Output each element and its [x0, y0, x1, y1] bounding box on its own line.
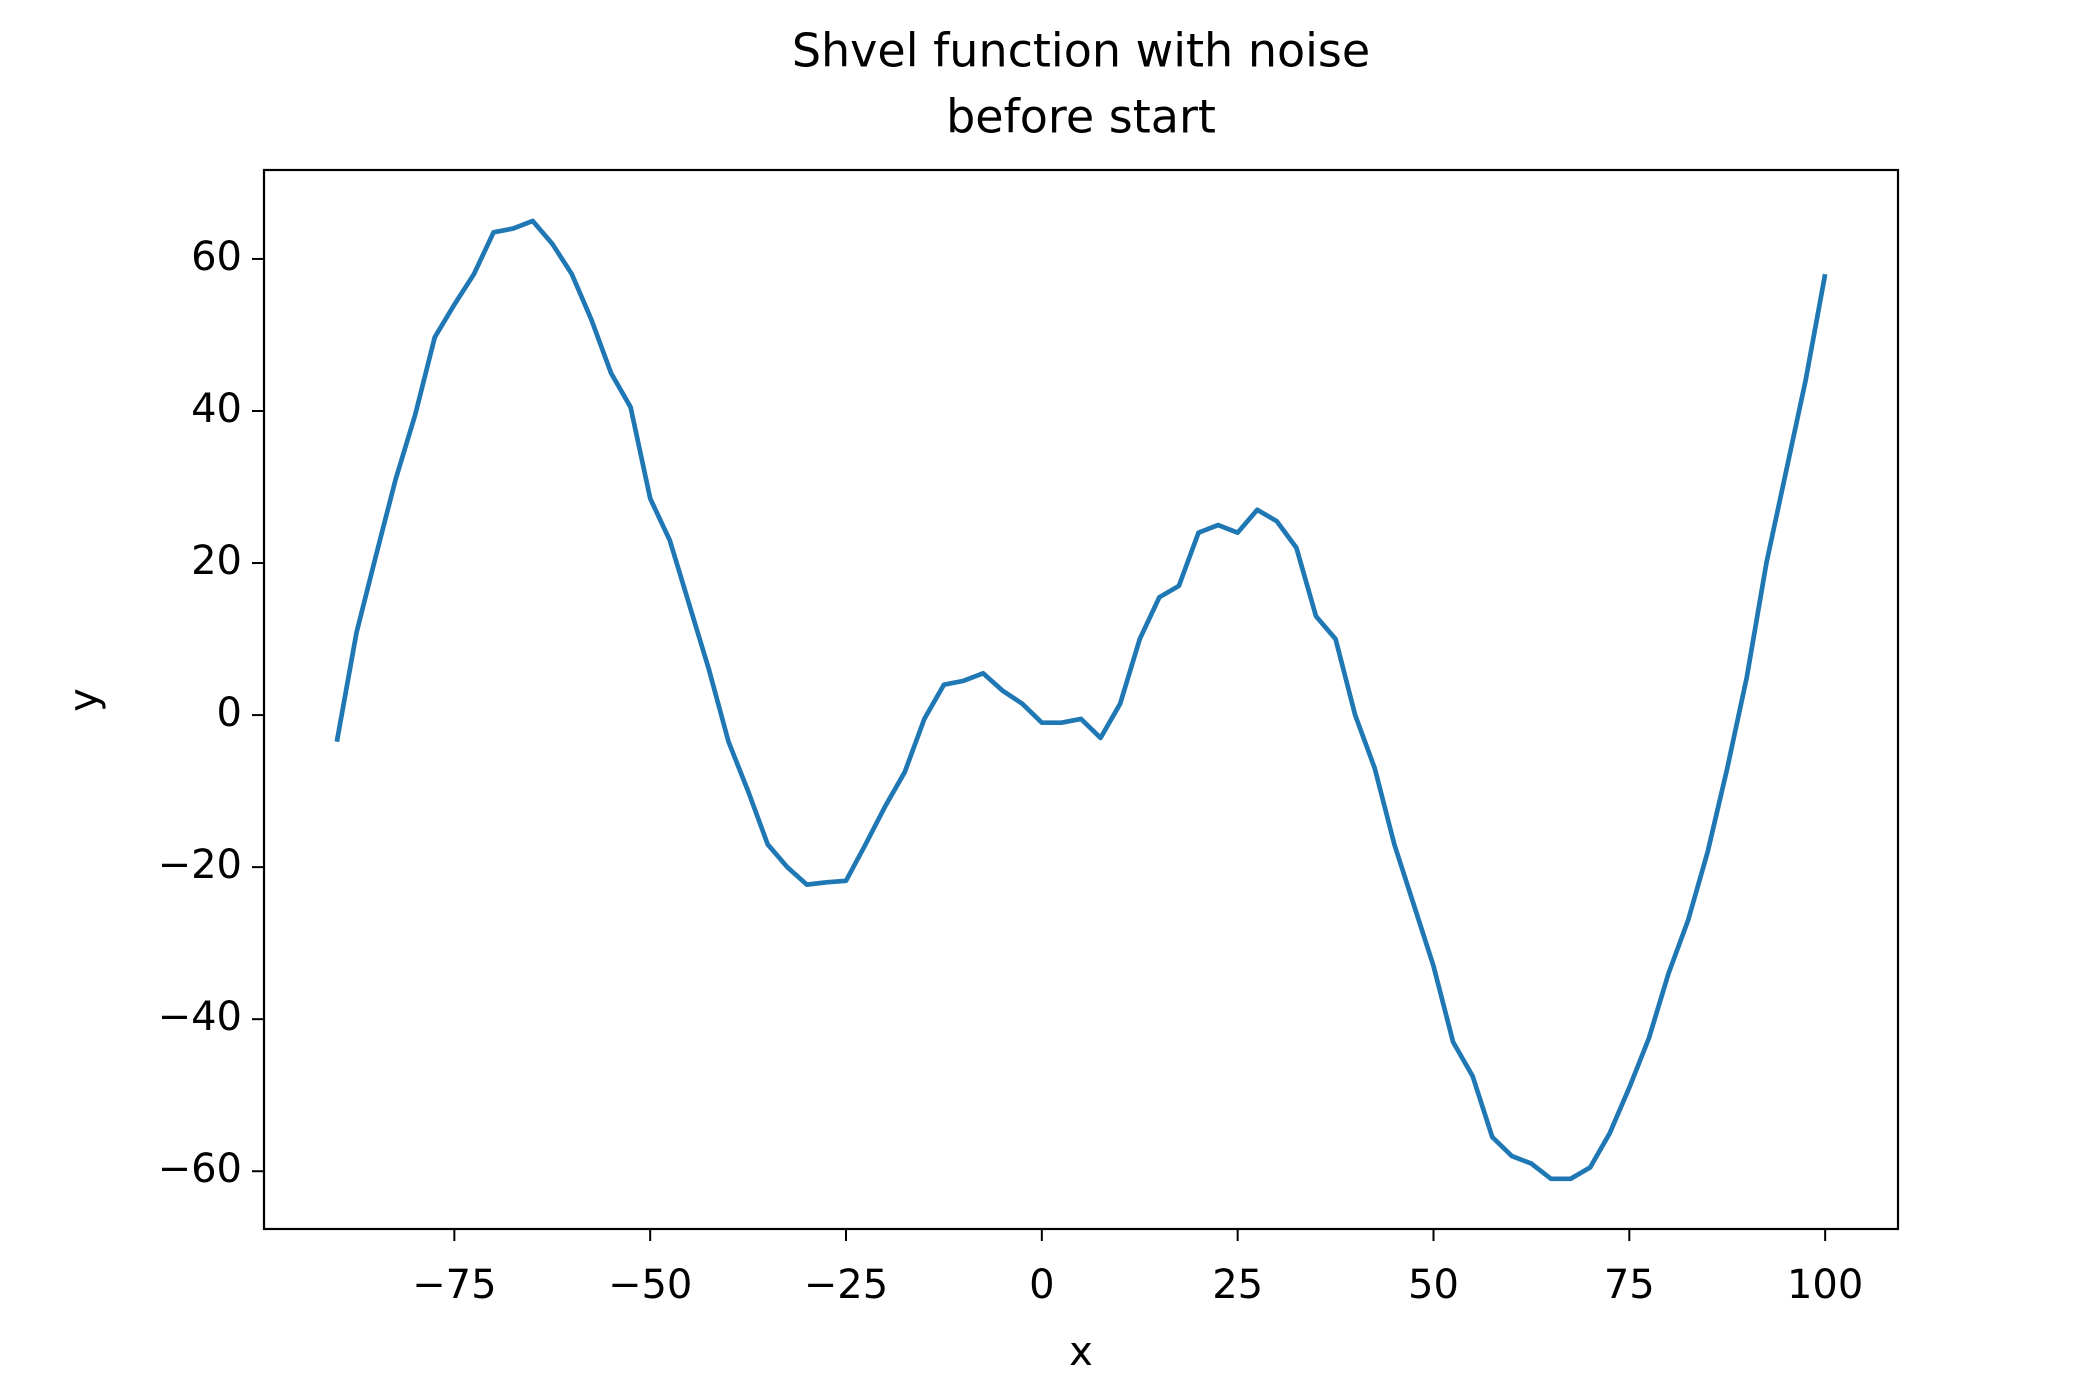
x-tick-label: 25: [1212, 1262, 1263, 1308]
y-tick-label: 20: [191, 538, 242, 584]
chart-title: Shvel function with noise: [792, 24, 1370, 78]
x-tick-label: −25: [804, 1262, 888, 1308]
x-axis-label: x: [1069, 1329, 1093, 1375]
y-tick-label: −60: [158, 1146, 242, 1192]
y-tick-label: −20: [158, 842, 242, 888]
y-axis-label: y: [61, 688, 107, 712]
data-line: [334, 218, 1828, 1182]
x-tick-label: 100: [1787, 1262, 1863, 1308]
plot-frame: [262, 168, 1900, 1231]
x-tick-label: 0: [1029, 1262, 1054, 1308]
y-tick-label: −40: [158, 994, 242, 1040]
chart-subtitle: before start: [946, 90, 1216, 144]
y-tick-label: 0: [217, 690, 242, 736]
x-tick-label: 75: [1604, 1262, 1655, 1308]
x-tick-label: −50: [608, 1262, 692, 1308]
x-tick-label: −75: [412, 1262, 496, 1308]
x-tick-label: 50: [1408, 1262, 1459, 1308]
y-tick-label: 60: [191, 234, 242, 280]
y-tick-label: 40: [191, 386, 242, 432]
